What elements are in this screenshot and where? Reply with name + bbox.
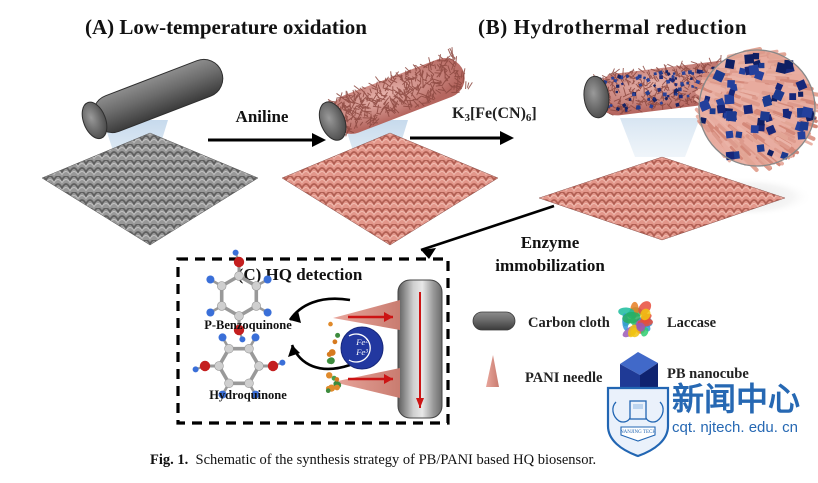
svg-text:PB nanocube: PB nanocube <box>667 366 749 382</box>
svg-text:Enzyme: Enzyme <box>521 233 580 252</box>
svg-text:(C) HQ detection: (C) HQ detection <box>238 265 363 284</box>
svg-text:cqt. njtech. edu. cn: cqt. njtech. edu. cn <box>672 419 798 436</box>
svg-text:新闻中心: 新闻中心 <box>672 381 800 417</box>
svg-text:PANI needle: PANI needle <box>525 370 603 386</box>
svg-text:Hydroquinone: Hydroquinone <box>209 388 287 402</box>
svg-text:immobilization: immobilization <box>495 256 605 275</box>
svg-text:Laccase: Laccase <box>667 315 717 331</box>
svg-text:K3[Fe(CN)6]: K3[Fe(CN)6] <box>452 105 537 124</box>
svg-text:Fe³: Fe³ <box>355 347 368 357</box>
svg-text:P-Benzoquinone: P-Benzoquinone <box>204 318 292 332</box>
svg-text:NANJING TECH: NANJING TECH <box>620 430 656 435</box>
svg-text:Carbon cloth: Carbon cloth <box>528 315 610 331</box>
svg-text:Aniline: Aniline <box>236 107 289 126</box>
